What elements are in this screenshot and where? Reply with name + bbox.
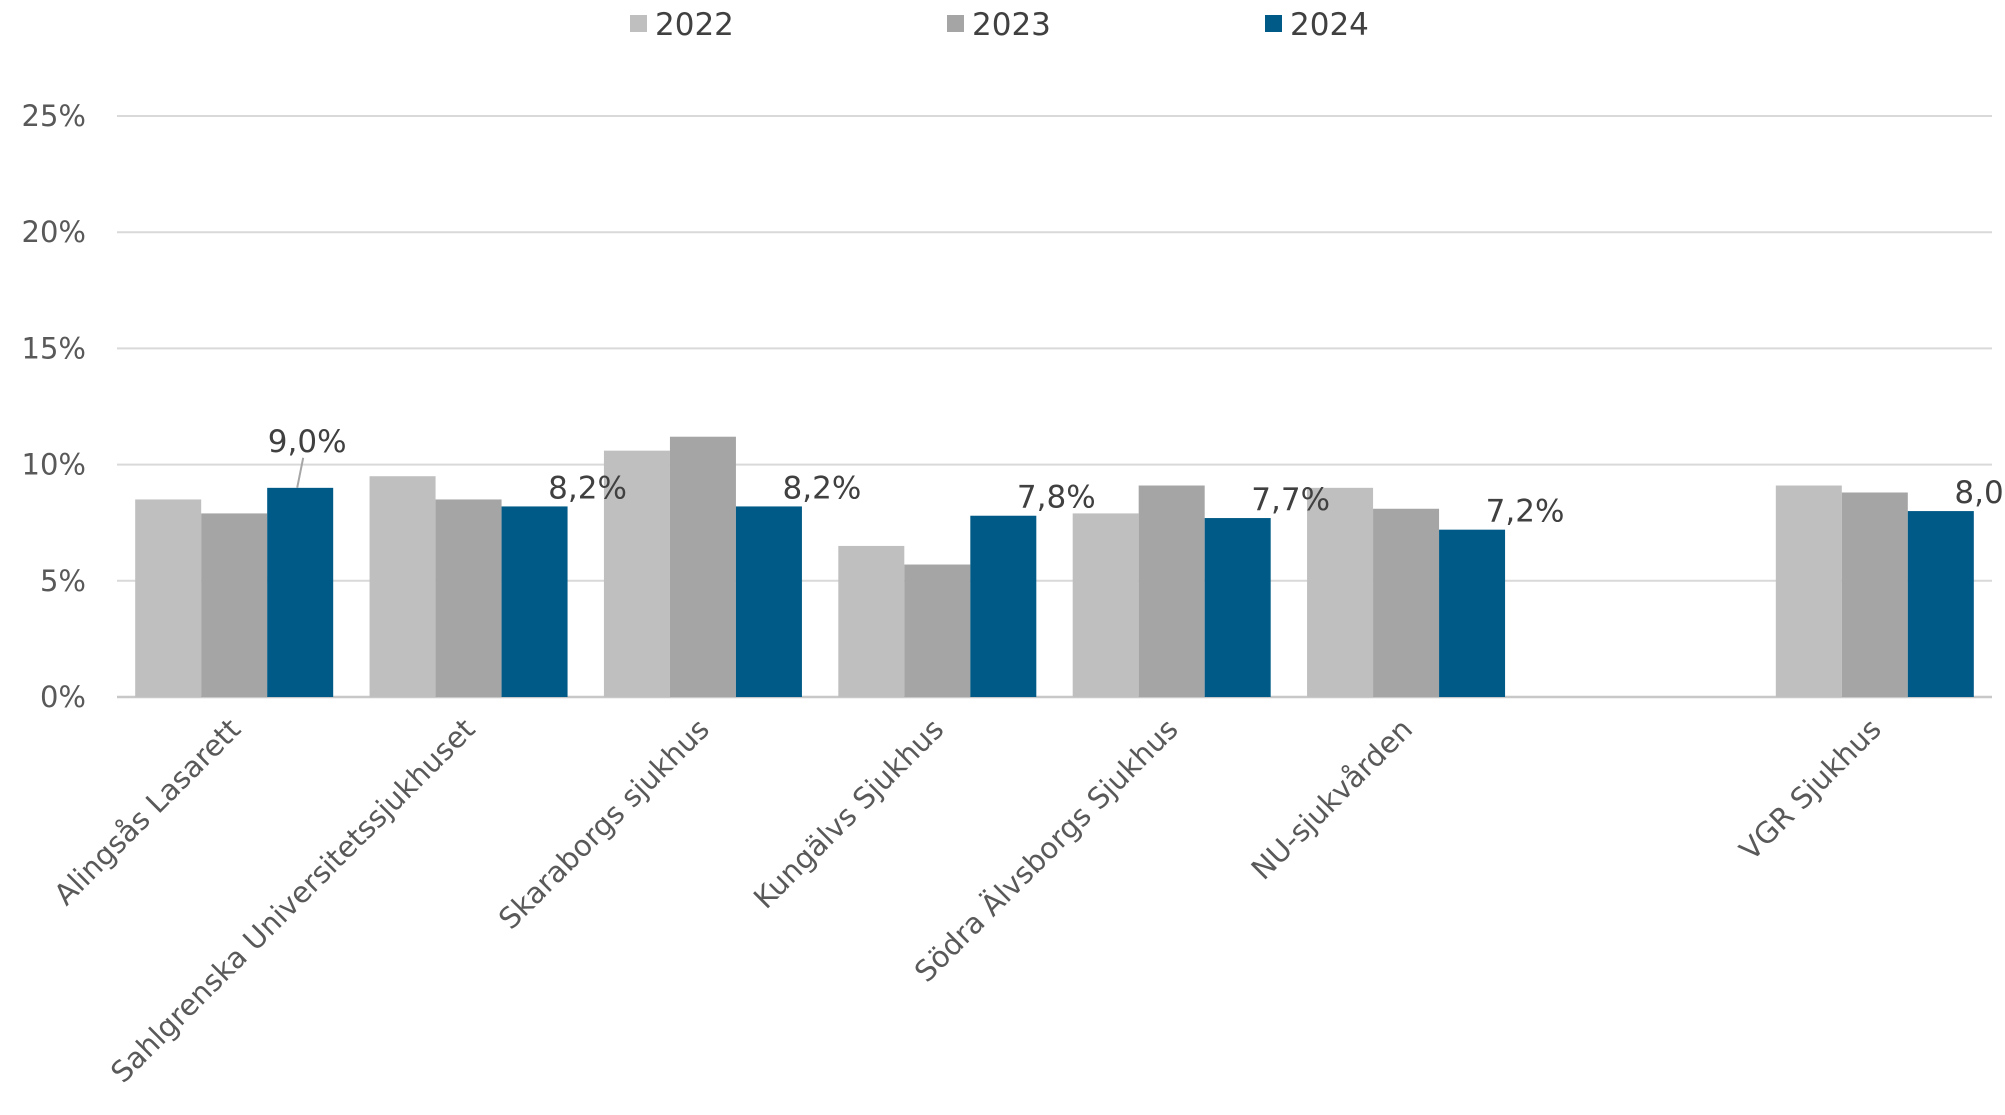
bar-2024 [735,506,802,697]
bar-2022 [1072,513,1139,697]
bar-2022 [603,450,670,697]
bar-2024 [1439,529,1506,697]
legend: 2022 2023 2024 [630,7,1369,43]
y-tick-label: 10% [22,448,86,482]
bar-2024 [267,487,334,697]
x-tick-label: Södra Älvsborgs Sjukhus [908,712,1185,989]
y-tick-label: 15% [22,331,86,365]
x-tick-label: NU-sjukvården [1245,712,1419,886]
bar-2023 [669,436,736,697]
legend-entry: 2022 [655,7,734,43]
data-label: 7,2% [1486,494,1565,530]
bar-2022 [1307,487,1374,697]
data-label: 9,0% [268,424,347,460]
bar-2024 [1907,511,1974,697]
bars [135,436,1974,697]
legend-swatch [947,15,964,32]
label-leader-line [296,457,305,489]
bar-2022 [369,476,436,697]
x-tick-label: Kungälvs Sjukhus [747,712,950,915]
data-label: 8,2% [783,470,862,506]
bar-2023 [1373,508,1440,697]
legend-swatch [1265,15,1282,32]
y-axis: 0% 5% 10% 15% 20% 25% [22,99,86,714]
legend-swatch [630,15,647,32]
bar-2022 [1775,485,1842,697]
bar-2023 [201,513,268,697]
y-tick-label: 5% [40,564,86,598]
bar-2023 [1841,492,1908,697]
legend-entry: 2023 [972,7,1051,43]
bar-2022 [135,499,202,697]
y-tick-label: 20% [22,215,86,249]
data-label: 8,0% [1954,475,2005,511]
bar-2023 [904,564,971,697]
bar-2022 [838,545,905,697]
bar-2023 [1138,485,1205,697]
bar-2024 [970,515,1037,697]
bar-2024 [501,506,568,697]
bar-2024 [1204,518,1271,697]
x-tick-label: Alingsås Lasarett [47,712,247,912]
data-label: 7,8% [1017,480,1096,516]
x-tick-label: Sahlgrenska Universitetssjukhuset [104,712,481,1089]
bar-2023 [435,499,502,697]
y-tick-label: 0% [40,680,86,714]
y-tick-label: 25% [22,99,86,133]
legend-entry: 2024 [1290,7,1369,43]
x-tick-label: Skaraborgs sjukhus [492,712,716,936]
data-labels: 9,0% 8,2% 8,2% 7,8% 7,7% 7,2% 8,0% [268,424,2005,530]
data-label: 7,7% [1251,482,1330,518]
data-label: 8,2% [548,470,627,506]
x-tick-label: VGR Sjukhus [1733,712,1888,867]
